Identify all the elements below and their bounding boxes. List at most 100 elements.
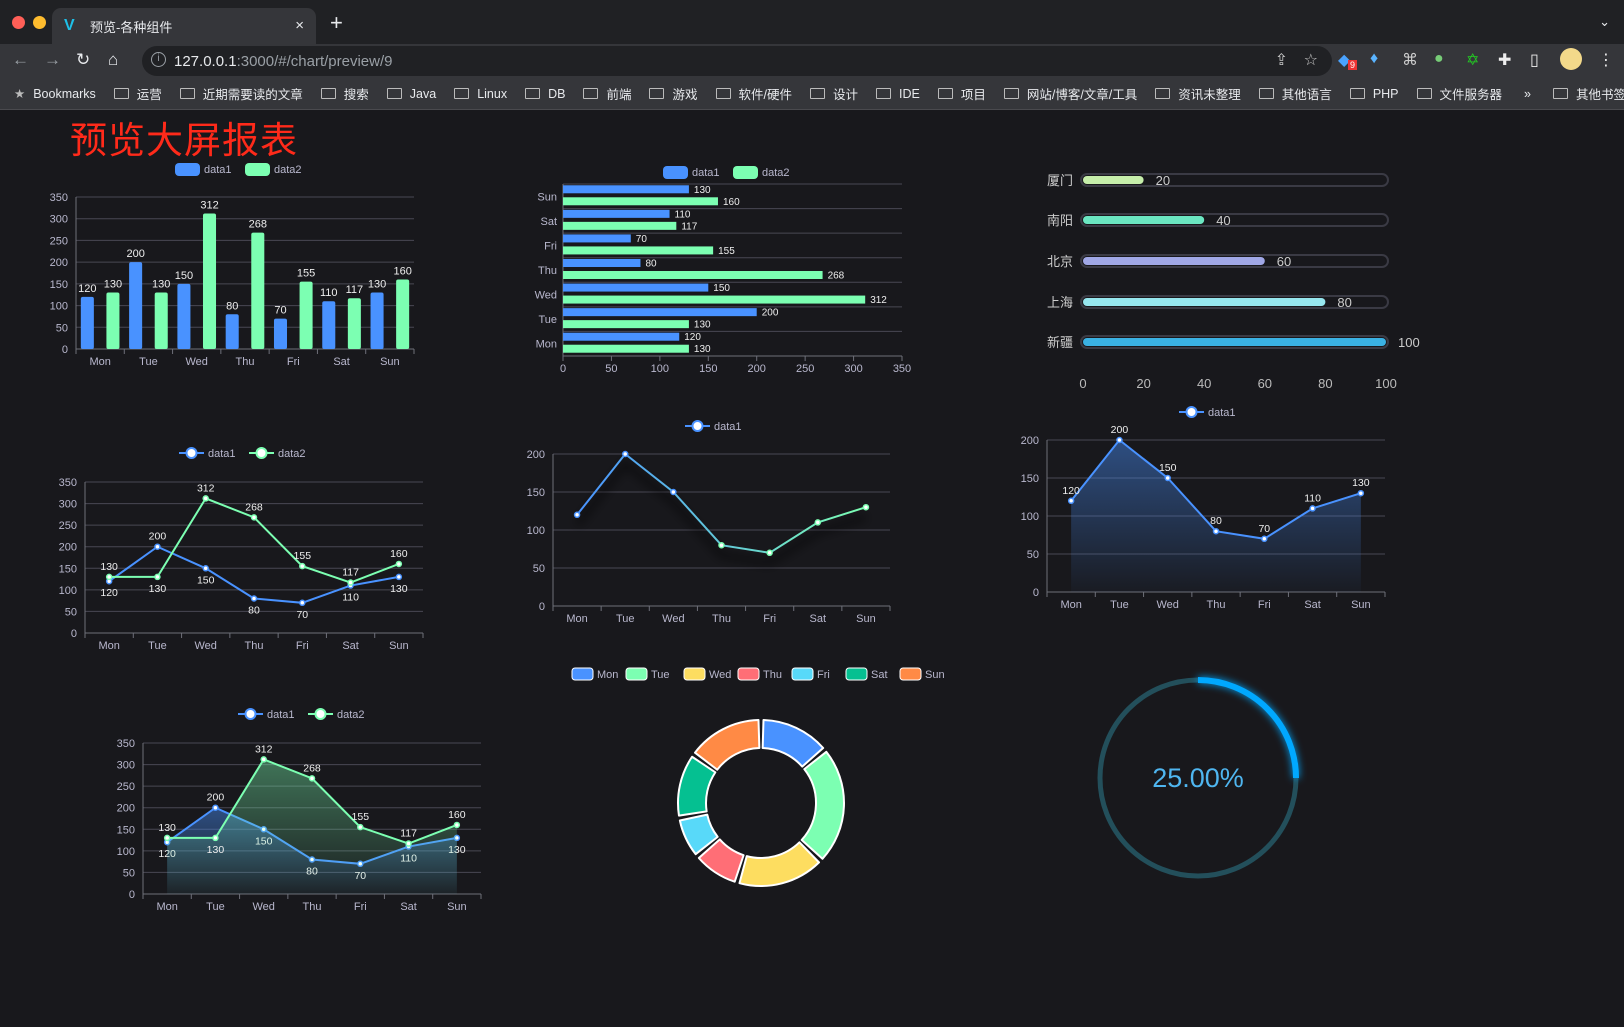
axes: 0 50 100 150 200 Mon Tue Wed Thu Fri Sat Sun <box>527 449 891 625</box>
bookmark-item[interactable]: 项目 <box>937 84 986 103</box>
circle-extension-icon[interactable]: ● <box>1434 50 1444 67</box>
legend-item-data1[interactable]: data1 <box>179 447 236 460</box>
y-tick-label: 350 <box>59 477 77 489</box>
bookmark-item[interactable]: ★ Bookmarks <box>14 86 96 102</box>
site-info-icon[interactable]: i <box>151 52 166 67</box>
other-bookmarks[interactable]: 其他书签 <box>1552 84 1624 103</box>
bookmark-item[interactable]: IDE <box>876 87 920 101</box>
x-tick-label: Sat <box>400 901 417 913</box>
browser-tab[interactable]: V 预览-各种组件 × <box>52 8 316 44</box>
legend-item-data2[interactable]: data2 <box>733 166 790 179</box>
data-label: 155 <box>297 268 315 280</box>
bookmark-item[interactable]: DB <box>525 87 565 101</box>
x-tick-label: Mon <box>1060 599 1081 611</box>
bookmark-item[interactable]: 文件服务器 <box>1416 84 1502 103</box>
forward-button[interactable]: → <box>44 50 61 69</box>
back-button[interactable]: ← <box>12 50 29 69</box>
bookmarks-overflow-button[interactable]: » <box>1524 86 1531 101</box>
legend-item-Tue[interactable]: Tue <box>625 667 670 681</box>
address-bar[interactable]: i 127.0.0.1:3000/#/chart/preview/9 ⇪ ☆ <box>142 46 1332 76</box>
data-label: 120 <box>78 283 96 295</box>
legend-item-Thu[interactable]: Thu <box>737 667 782 681</box>
legend-item-data2[interactable]: data2 <box>249 447 306 460</box>
tab-close-button[interactable]: × <box>295 17 304 34</box>
data-label: 130 <box>152 279 170 291</box>
reload-button[interactable]: ↻ <box>76 50 91 69</box>
bookmark-star-icon[interactable]: ☆ <box>1303 52 1318 69</box>
legend-item-data1[interactable]: data1 <box>1179 406 1236 419</box>
legend-label: data2 <box>274 164 302 176</box>
bookmark-item[interactable]: 软件/硬件 <box>715 84 792 103</box>
bookmark-item[interactable]: Linux <box>454 87 507 101</box>
bookmark-item[interactable]: 资讯未整理 <box>1155 84 1241 103</box>
data-label: 268 <box>828 271 845 282</box>
legend-item-data1[interactable]: data1 <box>175 163 232 176</box>
bookmark-item[interactable]: PHP <box>1349 87 1399 101</box>
close-window-button[interactable] <box>12 16 25 29</box>
profile-avatar[interactable] <box>1560 48 1582 70</box>
extension-icon[interactable]: ◆ 9 <box>1338 52 1358 70</box>
legend-item-Fri[interactable]: Fri <box>791 667 830 681</box>
legend-marker <box>185 447 198 459</box>
minimize-window-button[interactable] <box>33 16 46 29</box>
bookmark-item[interactable]: 网站/博客/文章/工具 <box>1003 84 1137 103</box>
command-extension-icon[interactable]: ⌘ <box>1402 52 1418 69</box>
x-tick-label: Wed <box>253 901 275 913</box>
y-tick-label: Mon <box>536 339 557 351</box>
legend: data1 data2 <box>179 447 306 460</box>
bar-data2 <box>299 281 313 349</box>
x-tick-label: Mon <box>89 356 110 368</box>
data-label: 200 <box>1111 424 1129 436</box>
bookmark-item[interactable]: 前端 <box>583 84 631 103</box>
star-extension-icon[interactable]: ✡ <box>1466 52 1480 69</box>
bookmark-item[interactable]: 游戏 <box>649 84 698 103</box>
x-tick-label: 80 <box>1318 376 1332 391</box>
legend-item-Sun[interactable]: Sun <box>899 667 945 681</box>
x-tick-label: Thu <box>236 356 255 368</box>
legend-item-Sat[interactable]: Sat <box>845 667 888 681</box>
legend-item-data1[interactable]: data1 <box>685 420 742 433</box>
data-label: 70 <box>636 234 648 245</box>
x-tick-label: Thu <box>303 901 322 913</box>
bookmark-item[interactable]: 运营 <box>113 84 162 103</box>
bookmark-item[interactable]: 搜索 <box>320 84 369 103</box>
bookmark-item[interactable]: 设计 <box>809 84 858 103</box>
y-tick-label: 100 <box>117 846 135 858</box>
home-button[interactable]: ⌂ <box>108 50 119 69</box>
y-tick-label: 0 <box>539 601 545 613</box>
data-label: 200 <box>149 531 167 543</box>
x-tick-label: 60 <box>1258 376 1272 391</box>
x-tick-label: 150 <box>699 363 717 375</box>
url-host: 127.0.0.1 <box>174 52 237 70</box>
gauge-progress-arc <box>1197 677 1299 779</box>
bookmark-item[interactable]: 近期需要读的文章 <box>179 84 303 103</box>
folder-icon <box>1349 88 1365 99</box>
y-tick-label: 100 <box>1021 511 1039 523</box>
point-data1 <box>670 488 677 496</box>
legend-item-data1[interactable]: data1 <box>663 166 720 179</box>
share-icon[interactable]: ⇪ <box>1274 52 1288 69</box>
folder-icon <box>876 88 891 99</box>
legend-item-data1[interactable]: data1 <box>238 708 295 721</box>
legend-swatch <box>733 166 758 179</box>
legend-item-Mon[interactable]: Mon <box>571 667 618 681</box>
donut-slice-Tue <box>800 750 845 860</box>
side-panel-icon[interactable]: ▯ <box>1530 52 1539 69</box>
legend-label: Wed <box>709 669 731 681</box>
menu-kebab-icon[interactable]: ⋮ <box>1598 52 1614 69</box>
extensions-puzzle-icon[interactable]: ✚ <box>1498 52 1512 69</box>
new-tab-button[interactable]: + <box>330 10 343 35</box>
gem-extension-icon[interactable]: ♦ <box>1370 50 1379 67</box>
bookmark-item[interactable]: Java <box>386 87 436 101</box>
data-label: 117 <box>681 221 697 232</box>
y-tick-label: 250 <box>117 781 135 793</box>
legend-item-Wed[interactable]: Wed <box>683 667 731 681</box>
y-tick-label: 200 <box>50 257 68 269</box>
bookmark-item[interactable]: 其他语言 <box>1258 84 1332 103</box>
legend-item-data2[interactable]: data2 <box>308 708 365 721</box>
y-tick-label: 350 <box>117 738 135 750</box>
legend-item-data2[interactable]: data2 <box>245 163 302 176</box>
y-tick-label: 200 <box>117 803 135 815</box>
tab-search-chevron-icon[interactable]: ⌄ <box>1599 14 1610 29</box>
folder-icon <box>320 88 336 99</box>
